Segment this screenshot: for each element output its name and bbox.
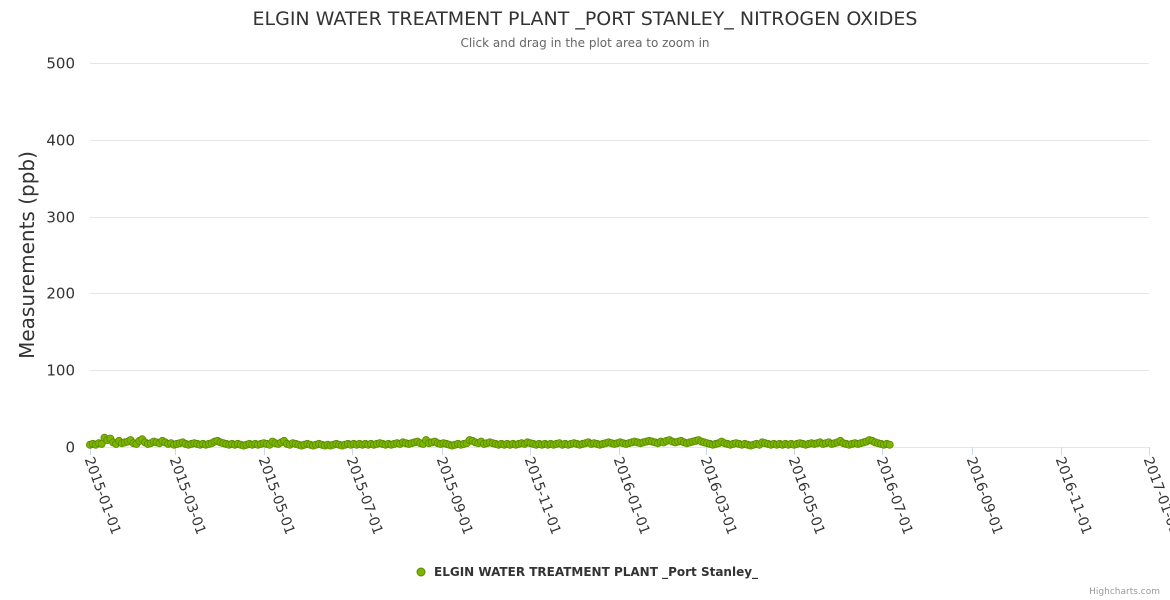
y-tick-label: 100 [46,362,75,380]
y-tick-label: 300 [46,209,75,227]
y-tick-label: 0 [65,439,75,457]
legend-item[interactable]: ELGIN WATER TREATMENT PLANT _Port Stanle… [416,565,758,580]
y-tick-label: 500 [46,55,75,73]
y-tick-label: 400 [46,132,75,150]
y-axis-title: Measurements (ppb) [15,151,39,359]
legend-label[interactable]: ELGIN WATER TREATMENT PLANT _Port Stanle… [434,565,758,580]
x-axis-ticks [90,447,1150,455]
plot-area[interactable] [86,433,894,450]
chart-subtitle: Click and drag in the plot area to zoom … [460,36,709,50]
chart-title: ELGIN WATER TREATMENT PLANT _PORT STANLE… [253,8,918,30]
legend-marker-icon [416,567,426,577]
data-point[interactable] [885,440,894,449]
y-tick-label: 200 [46,285,75,303]
y-axis-tick-labels: 0 100 200 300 400 500 [46,55,75,457]
credits-link[interactable]: Highcharts.com [1089,587,1160,597]
